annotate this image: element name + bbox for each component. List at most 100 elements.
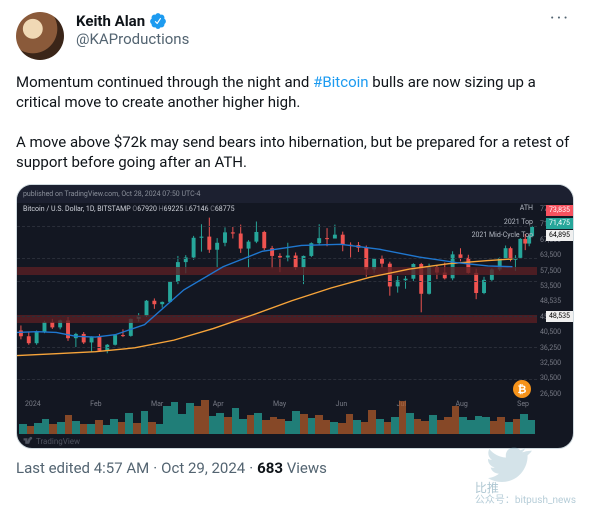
gridline (17, 347, 537, 348)
volume-bar (391, 417, 399, 434)
hashtag-link[interactable]: #Bitcoin (313, 73, 368, 91)
volume-bar (414, 419, 422, 434)
volume-bar (118, 422, 126, 434)
candles-svg (17, 203, 537, 400)
volume-bar (254, 413, 262, 435)
volume-bar (148, 422, 156, 434)
handle[interactable]: @KAProductions (76, 30, 546, 48)
meta-date[interactable]: Oct 29, 2024 (161, 459, 245, 477)
volume-bar (513, 419, 521, 434)
cycle-top-flag: 64,895 (546, 230, 573, 241)
volume-bar (490, 421, 498, 434)
meta-edited[interactable]: Last edited 4:57 AM (16, 459, 149, 477)
volume-bar (87, 424, 95, 434)
avatar[interactable] (16, 12, 64, 60)
volume-bar (171, 402, 179, 434)
volume-bar (156, 424, 164, 434)
cycle-top-label: 2021 Mid-Cycle Top (472, 231, 533, 239)
volume-bar (216, 413, 224, 435)
volume-bar (49, 424, 57, 434)
watermark-cn: 比推 (475, 482, 576, 495)
gridline (17, 226, 537, 227)
volume-bar (308, 418, 316, 434)
volume-bar (239, 419, 247, 434)
gridline (17, 281, 537, 282)
volume-bar (224, 417, 232, 434)
volume-bar (201, 400, 209, 434)
brand-text: TradingView (36, 437, 80, 446)
volume-bar (42, 419, 50, 434)
meta-views-label: Views (287, 459, 327, 477)
volume-bar (353, 420, 361, 434)
btc-logo-icon: ₿ (513, 380, 531, 398)
support-zone (17, 267, 537, 276)
volume-bar (194, 406, 202, 434)
volume-bar (467, 420, 475, 434)
y-tick: 32,500 (537, 359, 573, 367)
chart-image[interactable]: published on TradingView.com, Oct 28, 20… (16, 184, 574, 449)
y-tick: 26,500 (537, 390, 573, 398)
display-name[interactable]: Keith Alan (76, 12, 145, 30)
volume-bar (186, 403, 194, 434)
volume-bar (338, 423, 346, 434)
chart-volume (17, 400, 537, 434)
last-flag: 71,475 (546, 218, 573, 229)
tradingview-brand: TradingView (23, 436, 80, 446)
gridline (17, 316, 537, 317)
volume-bar (384, 422, 392, 434)
volume-bar (125, 413, 133, 435)
volume-bar (57, 422, 65, 434)
volume-bar (95, 420, 103, 434)
volume-bar (27, 426, 35, 434)
y-tick: 57,500 (537, 267, 573, 275)
y-tick: 30,500 (537, 374, 573, 382)
y-tick: 40,500 (537, 328, 573, 336)
volume-bar (209, 416, 217, 434)
volume-bar (72, 421, 80, 434)
volume-bar (376, 419, 384, 434)
volume-bar (247, 415, 255, 434)
volume-bar (406, 413, 414, 434)
volume-bar (133, 423, 141, 434)
volume-bar (475, 416, 483, 434)
volume-bar (505, 422, 513, 434)
volume-bar (330, 422, 338, 434)
volume-bar (141, 411, 149, 434)
volume-bar (270, 417, 278, 434)
volume-bar (163, 406, 171, 434)
chart-plot (17, 203, 537, 400)
y-tick: 63,500 (537, 251, 573, 259)
prev-top-label: 2021 Top (504, 218, 533, 226)
volume-bar (497, 417, 505, 434)
level-flag: 48,535 (546, 311, 573, 322)
volume-bar (429, 415, 437, 434)
watermark-handle: 公众号：bitpush_news (475, 495, 576, 506)
volume-bar (262, 420, 270, 434)
volume-bar (346, 414, 354, 434)
volume-bar (361, 422, 369, 434)
volume-bar (19, 424, 27, 434)
gridline (17, 379, 537, 380)
verified-badge-icon (149, 12, 167, 30)
volume-bar (482, 417, 490, 434)
volume-bar (452, 406, 460, 434)
volume-bar (300, 414, 308, 434)
volume-bar (368, 410, 376, 434)
more-button[interactable]: ··· (546, 10, 574, 28)
tweet-meta: Last edited 4:57 AM·Oct 29, 2024·683 Vie… (16, 459, 574, 477)
volume-bar (65, 415, 73, 434)
volume-bar (315, 415, 323, 434)
volume-bar (528, 420, 536, 434)
chart-topbar: published on TradingView.com, Oct 28, 20… (17, 185, 573, 203)
volume-bar (110, 419, 118, 434)
tweet-text: Momentum continued through the night and… (16, 72, 574, 172)
volume-bar (292, 411, 300, 434)
meta-views-count[interactable]: 683 (257, 459, 283, 477)
ath-label: ATH (520, 204, 533, 212)
volume-bar (103, 425, 111, 434)
volume-bar (232, 408, 240, 434)
ath-flag: 73,835 (546, 205, 573, 216)
volume-bar (444, 417, 452, 434)
volume-bar (437, 420, 445, 434)
volume-bar (520, 414, 528, 434)
